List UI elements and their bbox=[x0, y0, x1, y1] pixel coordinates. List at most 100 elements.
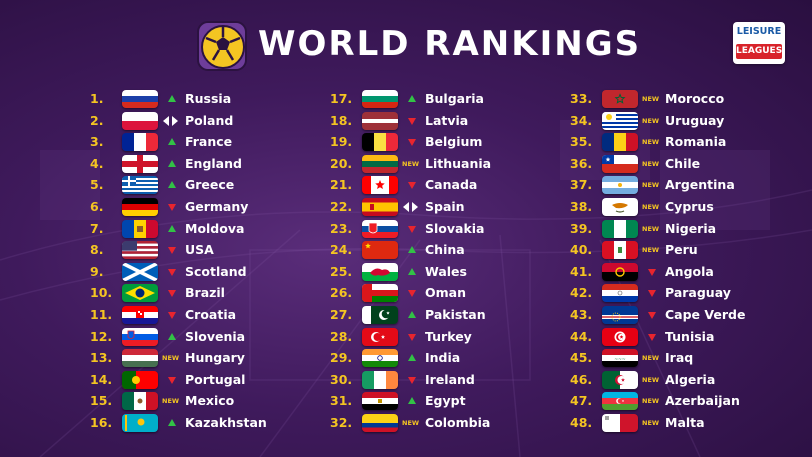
rank-up-icon bbox=[408, 267, 416, 275]
moldova-flag-icon bbox=[122, 219, 158, 238]
country-name: Wales bbox=[425, 263, 467, 279]
rank-number: 32. bbox=[330, 414, 353, 430]
rank-number: 27. bbox=[330, 306, 353, 322]
ranking-row: 34. NEW Uruguay bbox=[570, 110, 812, 132]
country-name: Algeria bbox=[665, 371, 716, 387]
rank-movement bbox=[642, 263, 666, 281]
germany-flag-icon bbox=[122, 197, 158, 216]
rank-down-icon bbox=[648, 333, 656, 341]
rank-movement bbox=[642, 284, 666, 302]
hungary-flag-icon bbox=[122, 349, 158, 368]
china-flag-icon bbox=[362, 241, 398, 260]
ranking-row: 13. NEW Hungary bbox=[90, 347, 340, 369]
rank-number: 37. bbox=[570, 177, 593, 193]
ranking-row: 15. NEW Mexico bbox=[90, 390, 340, 412]
new-entry-label: NEW bbox=[642, 246, 660, 255]
usa-flag-icon bbox=[122, 241, 158, 260]
ranking-row: 29. India bbox=[330, 347, 580, 369]
rank-number: 45. bbox=[570, 350, 593, 366]
country-name: Canada bbox=[425, 177, 478, 193]
rank-movement bbox=[402, 112, 426, 130]
rank-number: 31. bbox=[330, 393, 353, 409]
rank-down-icon bbox=[168, 247, 176, 255]
mexico-flag-icon bbox=[122, 392, 158, 411]
argentina-flag-icon bbox=[602, 176, 638, 195]
rank-number: 22. bbox=[330, 198, 353, 214]
country-name: Argentina bbox=[665, 177, 735, 193]
ranking-row: 11. Croatia bbox=[90, 304, 340, 326]
ranking-row: 4. England bbox=[90, 153, 340, 175]
rank-down-icon bbox=[168, 203, 176, 211]
country-name: India bbox=[425, 350, 461, 366]
country-name: Colombia bbox=[425, 414, 491, 430]
ranking-row: 25. Wales bbox=[330, 261, 580, 283]
egypt-flag-icon bbox=[362, 392, 398, 411]
rank-unchanged-icon bbox=[403, 201, 421, 212]
rank-up-icon bbox=[168, 159, 176, 167]
rank-number: 23. bbox=[330, 220, 353, 236]
country-name: Poland bbox=[185, 112, 234, 128]
rank-movement bbox=[162, 414, 186, 432]
rank-number: 8. bbox=[90, 242, 104, 258]
brand-line-2: LEAGUES bbox=[736, 44, 782, 59]
new-entry-label: NEW bbox=[642, 375, 660, 384]
rank-movement bbox=[162, 220, 186, 238]
rank-number: 41. bbox=[570, 263, 593, 279]
rank-up-icon bbox=[408, 397, 416, 405]
croatia-flag-icon bbox=[122, 305, 158, 324]
rank-number: 36. bbox=[570, 155, 593, 171]
chile-flag-icon bbox=[602, 154, 638, 173]
rank-movement: NEW bbox=[642, 371, 666, 389]
rank-number: 9. bbox=[90, 263, 104, 279]
new-entry-label: NEW bbox=[642, 116, 660, 125]
ranking-row: 48. NEW Malta bbox=[570, 412, 812, 434]
paraguay-flag-icon bbox=[602, 284, 638, 303]
ranking-row: 22. Spain bbox=[330, 196, 580, 218]
iraq-flag-icon: ~~~ bbox=[602, 349, 638, 368]
malta-flag-icon bbox=[602, 413, 638, 432]
country-name: Russia bbox=[185, 91, 232, 106]
new-entry-label: NEW bbox=[642, 138, 660, 147]
rank-down-icon bbox=[168, 311, 176, 319]
rank-movement bbox=[402, 392, 426, 410]
rank-movement bbox=[402, 176, 426, 194]
ranking-row: 38. NEW Cyprus bbox=[570, 196, 812, 218]
rank-movement bbox=[402, 349, 426, 367]
nigeria-flag-icon bbox=[602, 219, 638, 238]
ranking-row: 28. Turkey bbox=[330, 326, 580, 348]
algeria-flag-icon bbox=[602, 370, 638, 389]
colombia-flag-icon bbox=[362, 413, 398, 432]
rank-movement bbox=[402, 220, 426, 238]
country-name: Portugal bbox=[185, 371, 246, 387]
new-entry-label: NEW bbox=[642, 224, 660, 233]
rank-movement: NEW bbox=[162, 392, 186, 410]
ranking-row: 44. Tunisia bbox=[570, 326, 812, 348]
rank-movement bbox=[402, 306, 426, 324]
rank-movement bbox=[162, 263, 186, 281]
ranking-row: 26. Oman bbox=[330, 282, 580, 304]
rank-up-icon bbox=[168, 138, 176, 146]
rank-number: 33. bbox=[570, 91, 593, 106]
country-name: Germany bbox=[185, 198, 249, 214]
rank-up-icon bbox=[168, 95, 176, 102]
rank-number: 7. bbox=[90, 220, 104, 236]
rank-down-icon bbox=[168, 376, 176, 384]
rank-number: 21. bbox=[330, 177, 353, 193]
morocco-flag-icon bbox=[602, 90, 638, 108]
rank-number: 20. bbox=[330, 155, 353, 171]
rank-number: 10. bbox=[90, 285, 113, 301]
bulgaria-flag-icon bbox=[362, 90, 398, 108]
rank-number: 46. bbox=[570, 371, 593, 387]
rank-movement: NEW bbox=[642, 90, 666, 108]
canada-flag-icon bbox=[362, 176, 398, 195]
rank-movement: NEW bbox=[642, 133, 666, 151]
rank-movement bbox=[162, 241, 186, 259]
ranking-row: 41. Angola bbox=[570, 261, 812, 283]
country-name: USA bbox=[185, 242, 214, 258]
ranking-row: 33. NEW Morocco bbox=[570, 88, 812, 110]
rank-movement bbox=[162, 284, 186, 302]
new-entry-label: NEW bbox=[402, 418, 420, 427]
country-name: Uruguay bbox=[665, 112, 725, 128]
rank-movement: NEW bbox=[642, 112, 666, 130]
